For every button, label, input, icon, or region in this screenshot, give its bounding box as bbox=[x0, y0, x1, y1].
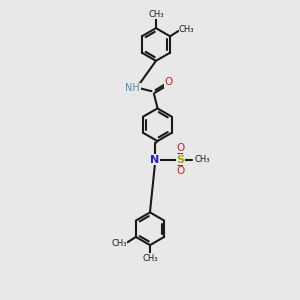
Text: S: S bbox=[176, 154, 184, 164]
Text: O: O bbox=[176, 167, 184, 176]
Text: N: N bbox=[150, 154, 160, 164]
Text: CH₃: CH₃ bbox=[195, 155, 210, 164]
Text: CH₃: CH₃ bbox=[148, 10, 164, 19]
Text: O: O bbox=[176, 142, 184, 153]
Text: NH: NH bbox=[125, 83, 140, 93]
Text: CH₃: CH₃ bbox=[142, 254, 158, 263]
Text: CH₃: CH₃ bbox=[179, 25, 194, 34]
Text: O: O bbox=[164, 77, 172, 87]
Text: CH₃: CH₃ bbox=[111, 239, 127, 248]
